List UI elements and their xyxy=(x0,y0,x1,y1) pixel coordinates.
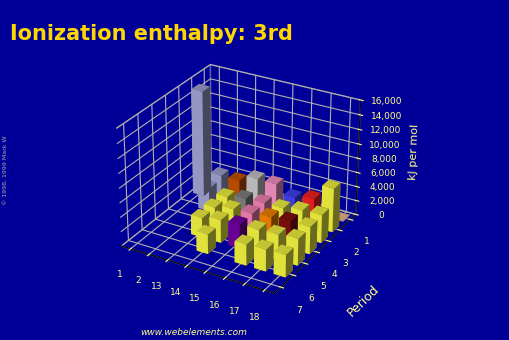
Text: Ionization enthalpy: 3rd: Ionization enthalpy: 3rd xyxy=(10,24,293,44)
Text: www.webelements.com: www.webelements.com xyxy=(140,328,247,337)
Y-axis label: Period: Period xyxy=(345,282,382,319)
Text: © 1998, 1999 Mark W: © 1998, 1999 Mark W xyxy=(3,135,8,205)
